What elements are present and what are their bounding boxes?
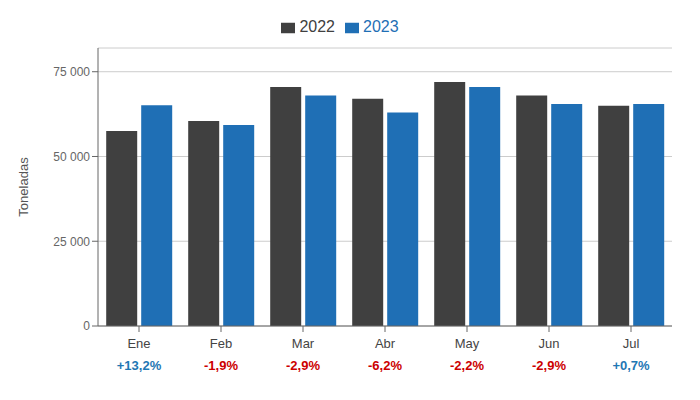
svg-text:+13,2%: +13,2%	[117, 358, 162, 373]
svg-text:Ene: Ene	[127, 336, 150, 351]
svg-text:-2,2%: -2,2%	[450, 358, 484, 373]
html-text:2023: 2023	[363, 18, 399, 35]
svg-text:50 000: 50 000	[53, 150, 90, 164]
svg-text:Jun: Jun	[539, 336, 560, 351]
svg-text:Jul: Jul	[623, 336, 640, 351]
svg-text:-1,9%: -1,9%	[204, 358, 238, 373]
svg-text:Mar: Mar	[292, 336, 315, 351]
svg-text:-6,2%: -6,2%	[368, 358, 402, 373]
svg-text:75 000: 75 000	[53, 65, 90, 79]
svg-text:Feb: Feb	[210, 336, 232, 351]
svg-text:-2,9%: -2,9%	[532, 358, 566, 373]
svg-text:25 000: 25 000	[53, 235, 90, 249]
html-text:2022: 2022	[299, 18, 335, 35]
svg-text:Toneladas: Toneladas	[16, 157, 31, 217]
svg-text:Abr: Abr	[375, 336, 396, 351]
svg-text:+0,7%: +0,7%	[612, 358, 650, 373]
svg-text:-2,9%: -2,9%	[286, 358, 320, 373]
svg-text:0: 0	[83, 319, 90, 333]
svg-text:May: May	[455, 336, 480, 351]
